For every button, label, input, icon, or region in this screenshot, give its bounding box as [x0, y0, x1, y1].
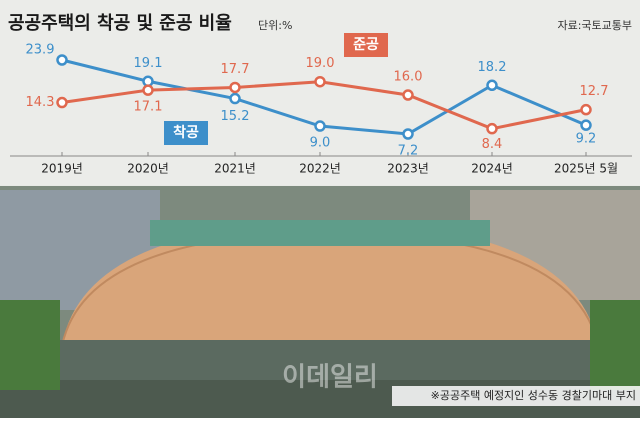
x-tick-label: 2019년	[41, 162, 83, 176]
point	[56, 54, 68, 66]
value-label: 17.1	[134, 100, 163, 115]
value-label: 9.2	[576, 132, 597, 147]
value-label: 16.0	[394, 70, 423, 85]
point	[56, 96, 68, 109]
x-tick-label: 2022년	[299, 162, 341, 176]
watermark: 이데일리	[282, 363, 378, 393]
value-label: 7.2	[398, 144, 419, 159]
caption-bg	[392, 386, 640, 406]
point	[314, 75, 326, 88]
value-label: 9.0	[310, 136, 331, 151]
chart-title: 공공주택의 착공 및 준공 비율	[8, 13, 232, 34]
value-label: 19.1	[134, 56, 163, 71]
x-tick-label: 2025년 5월	[554, 162, 618, 176]
value-label: 17.7	[221, 62, 250, 77]
point	[580, 119, 592, 131]
x-tick-label: 2023년	[387, 162, 429, 176]
x-tick-label: 2021년	[214, 162, 256, 176]
point	[314, 120, 326, 132]
point	[580, 103, 592, 116]
point	[142, 84, 154, 96]
value-label: 12.7	[580, 84, 609, 99]
legend-box	[164, 121, 208, 145]
point	[229, 81, 241, 94]
x-tick-label: 2024년	[471, 162, 513, 176]
source: 자료:국토교통부	[557, 19, 632, 32]
legend-label: 준공	[353, 37, 379, 53]
value-label: 14.3	[26, 95, 55, 110]
value-label: 18.2	[478, 60, 507, 75]
legend-label: 착공	[173, 124, 199, 141]
value-label: 19.0	[306, 56, 335, 71]
legend-box	[344, 33, 388, 57]
value-label: 8.4	[482, 137, 503, 152]
value-label: 15.2	[221, 109, 250, 124]
point	[402, 89, 414, 101]
x-tick-label: 2020년	[127, 162, 169, 176]
point	[229, 92, 241, 105]
point	[402, 128, 414, 140]
unit-label: 단위:%	[258, 19, 292, 32]
point	[486, 79, 498, 92]
point	[486, 122, 498, 135]
value-label: 23.9	[26, 43, 55, 58]
caption: ※공공주택 예정지인 성수동 경찰기마대 부지	[431, 389, 636, 402]
